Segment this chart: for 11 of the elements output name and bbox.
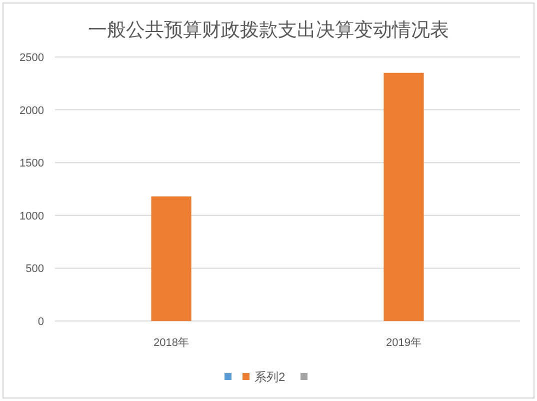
y-tick-label: 0 bbox=[38, 316, 44, 328]
y-tick-label: 1000 bbox=[20, 210, 44, 222]
x-tick-label: 2018年 bbox=[154, 337, 189, 349]
x-tick-label: 2019年 bbox=[386, 337, 422, 349]
legend: 系列2 bbox=[224, 370, 308, 384]
y-tick-label: 1500 bbox=[20, 158, 44, 170]
y-tick-label: 2500 bbox=[20, 52, 44, 64]
y-tick-label: 2000 bbox=[20, 104, 44, 117]
chart-title: 一般公共预算财政拨款支出决算变动情况表 bbox=[88, 19, 449, 41]
y-tick-label: 500 bbox=[26, 263, 44, 276]
legend-label: 系列2 bbox=[254, 370, 286, 384]
